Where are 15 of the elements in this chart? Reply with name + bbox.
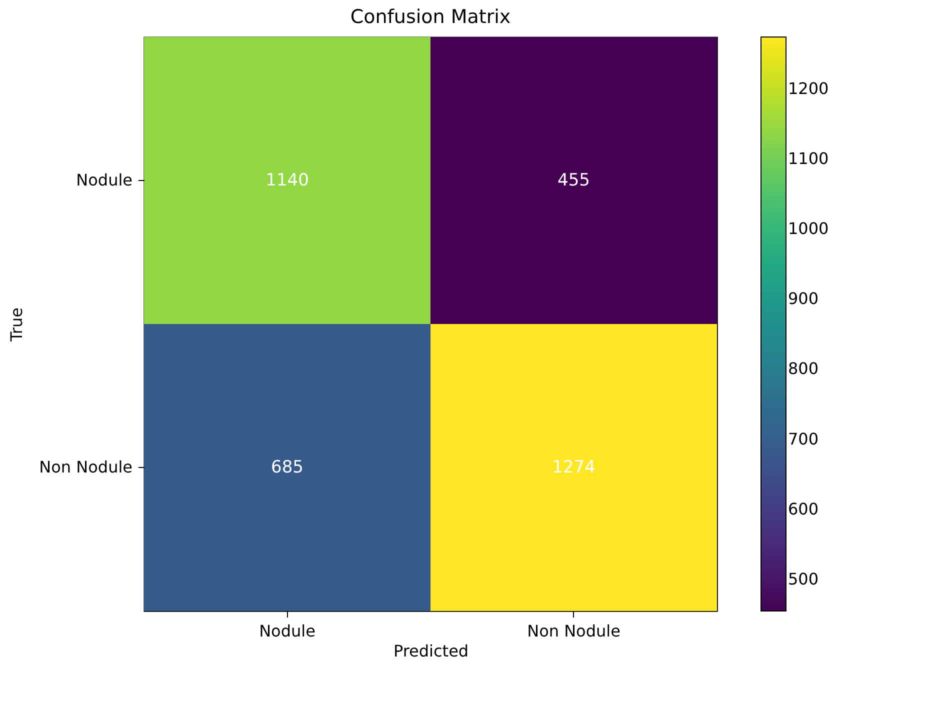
color-bar-label: 1200 bbox=[788, 78, 829, 98]
x-axis-title: Predicted bbox=[393, 642, 469, 660]
color-bar-label: 800 bbox=[788, 359, 819, 378]
data-label: 1140 bbox=[266, 170, 309, 190]
color-bar-label: 600 bbox=[788, 499, 819, 518]
color-bar-label: 1000 bbox=[788, 219, 829, 238]
color-bar-label: 900 bbox=[788, 289, 819, 308]
color-bar-label: 700 bbox=[788, 429, 819, 448]
color-bar-label: 500 bbox=[788, 569, 819, 588]
data-label: 455 bbox=[558, 170, 590, 190]
color-bar-label: 1100 bbox=[788, 148, 829, 168]
data-label: 1274 bbox=[552, 458, 596, 478]
data-label: 685 bbox=[271, 458, 304, 478]
chart-title: Confusion Matrix bbox=[350, 6, 511, 28]
y-axis-title: True bbox=[7, 308, 26, 342]
